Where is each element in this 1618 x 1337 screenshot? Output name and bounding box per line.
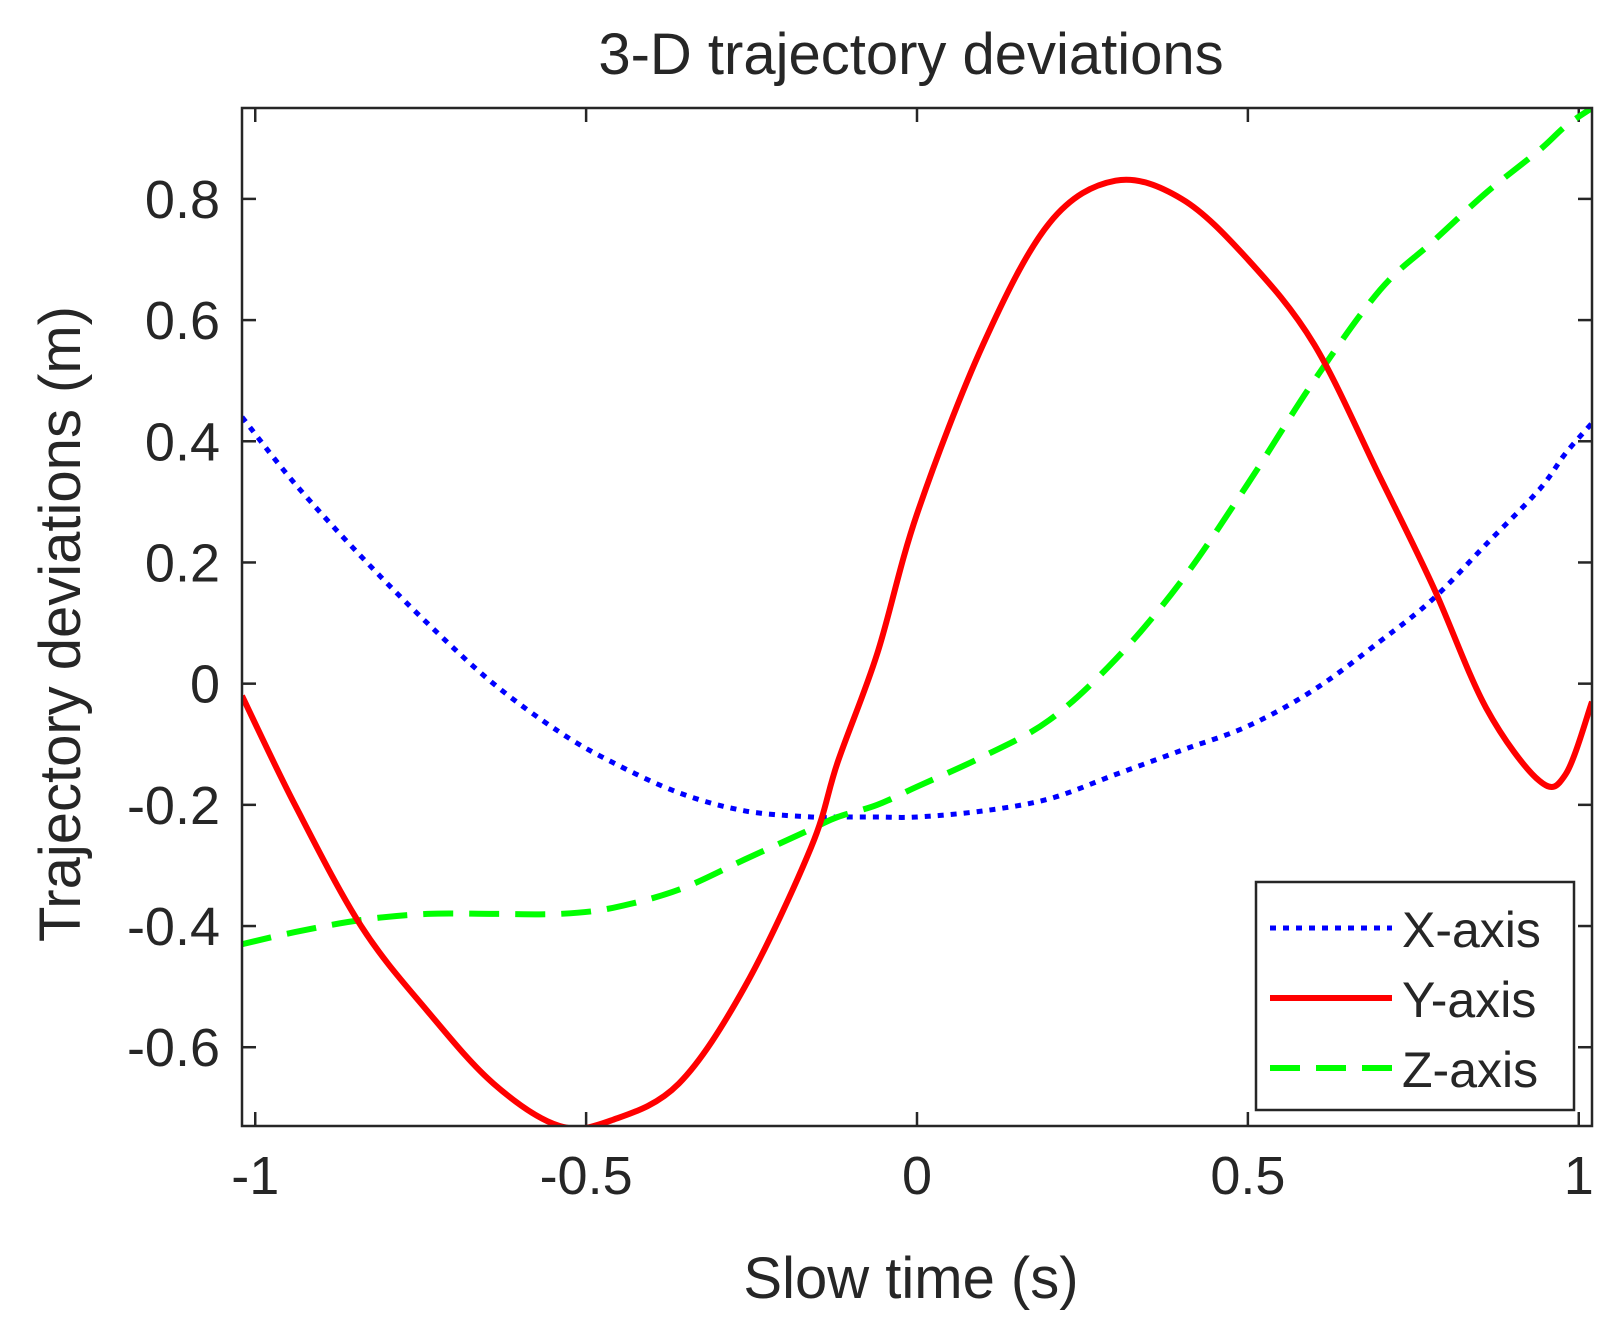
legend-label-y-axis: Y-axis — [1402, 972, 1536, 1028]
y-tick-label: 0.6 — [145, 291, 220, 351]
x-axis-label: Slow time (s) — [743, 1246, 1078, 1311]
x-tick-label: 0.5 — [1210, 1146, 1285, 1206]
x-tick-label: -1 — [231, 1146, 279, 1206]
legend-label-z-axis: Z-axis — [1402, 1042, 1538, 1098]
legend: X-axis Y-axis Z-axis — [1254, 880, 1576, 1112]
y-tick-label: -0.2 — [127, 776, 220, 836]
plot-frame — [240, 106, 1594, 1128]
series-layer — [242, 108, 1592, 1126]
legend-label-x-axis: X-axis — [1402, 902, 1541, 958]
y-tick-label: -0.4 — [127, 897, 220, 957]
y-tick-label: 0.8 — [145, 170, 220, 230]
x-tick-label: 1 — [1564, 1146, 1594, 1206]
x-axis: -1 -0.5 0 0.5 1 — [231, 108, 1594, 1206]
y-tick-label: 0.4 — [145, 412, 220, 472]
x-tick-label: -0.5 — [540, 1146, 633, 1206]
y-tick-label: 0.2 — [145, 533, 220, 593]
chart-title: 3-D trajectory deviations — [598, 22, 1223, 87]
y-axis-label: Trajectory deviations (m) — [28, 306, 93, 942]
x-tick-label: 0 — [902, 1146, 932, 1206]
series-line-z-axis — [242, 108, 1592, 948]
series-line-x-axis — [242, 415, 1592, 820]
y-axis: -0.6 -0.4 -0.2 0 0.2 0.4 0.6 0.8 — [127, 170, 1592, 1078]
series-line-y-axis — [242, 176, 1592, 1126]
y-tick-label: 0 — [190, 655, 220, 715]
y-tick-label: -0.6 — [127, 1018, 220, 1078]
